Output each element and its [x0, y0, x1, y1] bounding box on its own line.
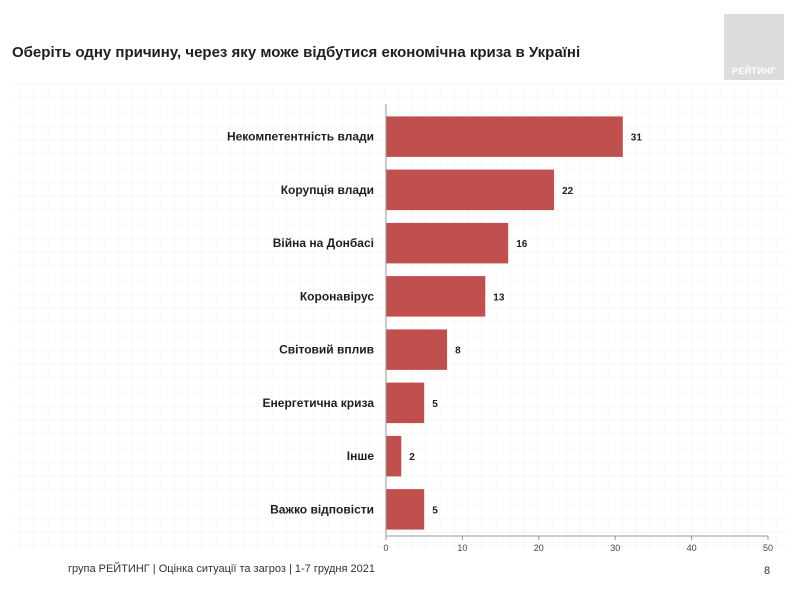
category-label: Світовий вплив: [279, 343, 374, 357]
bar: [386, 329, 448, 370]
value-label: 8: [455, 346, 461, 357]
value-label: 5: [432, 505, 438, 516]
value-label: 13: [493, 292, 505, 303]
value-label: 22: [562, 186, 574, 197]
x-tick-label: 40: [687, 543, 697, 553]
bar: [386, 489, 425, 530]
value-label: 2: [409, 452, 415, 463]
category-label: Корупція влади: [281, 183, 374, 197]
bar-chart: Некомпетентність влади Корупція влади Війн…: [14, 83, 786, 553]
brand-logo: РЕЙТИНГ: [724, 14, 784, 80]
bar: [386, 276, 486, 317]
bar: [386, 116, 623, 157]
chart-title: Оберіть одну причину, через яку може від…: [12, 44, 581, 61]
x-tick-label: 10: [457, 543, 467, 553]
x-tick-label: 50: [763, 543, 773, 553]
brand-logo-text: РЕЙТИНГ: [731, 66, 777, 76]
x-tick-label: 0: [383, 543, 388, 553]
value-label: 31: [631, 133, 643, 144]
footer-source: група РЕЙТИНГ | Оцінка ситуації та загро…: [68, 563, 375, 575]
bar: [386, 382, 425, 424]
category-label: Коронавірус: [300, 289, 374, 303]
category-label: Інше: [347, 449, 375, 463]
x-tick-label: 30: [610, 543, 620, 553]
category-label: Енергетична криза: [263, 396, 375, 410]
value-labels: 31 22 16 13 8 5 2 5: [409, 133, 642, 517]
x-axis: 0 10 20 30 40 50: [383, 104, 773, 553]
x-tick-label: 20: [534, 543, 544, 553]
value-label: 16: [516, 239, 528, 250]
category-label: Некомпетентність влади: [227, 130, 374, 144]
category-label: Війна на Донбасі: [273, 236, 374, 250]
category-label: Важко відповісти: [270, 502, 374, 516]
category-labels: Некомпетентність влади Корупція влади Війн…: [227, 130, 374, 517]
bars: [386, 116, 623, 530]
bar: [386, 169, 555, 211]
bar: [386, 435, 402, 477]
value-label: 5: [432, 399, 438, 410]
bar: [386, 222, 509, 264]
page-number: 8: [764, 565, 771, 577]
